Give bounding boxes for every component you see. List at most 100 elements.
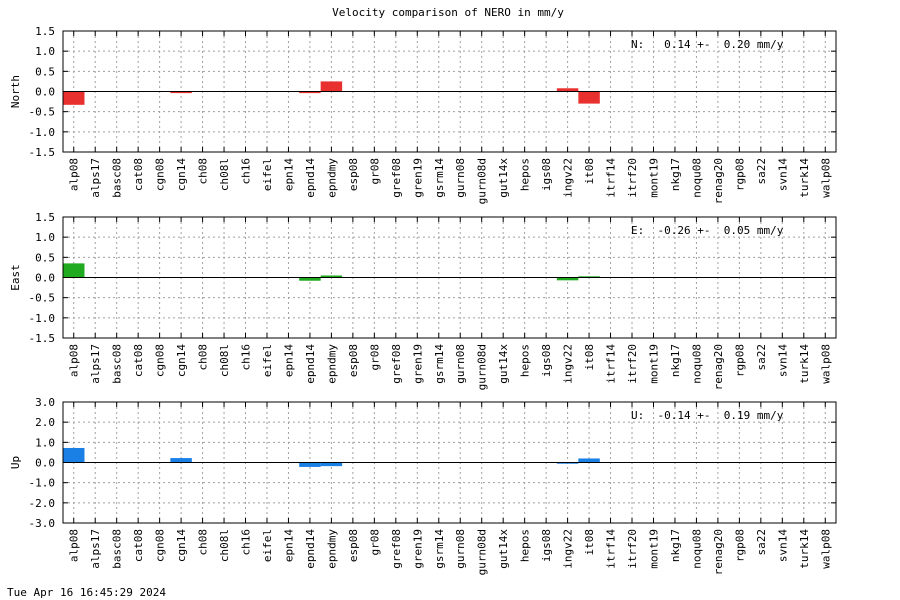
x-tick-label: itrf20 [626,529,639,569]
x-tick-label: epndmy [325,529,338,569]
y-tick-label: -1.5 [29,332,56,345]
x-tick-label: mont19 [647,344,660,384]
y-axis-label: East [9,264,22,291]
x-tick-label: cat08 [132,529,145,562]
x-tick-label: svn14 [776,529,789,562]
x-tick-label: esp08 [347,529,360,562]
plot-frame [62,401,837,524]
y-tick-label: -1.0 [29,126,56,139]
x-tick-label: ingv22 [562,158,575,198]
stats-annotation: U: -0.14 +- 0.19 mm/y [631,409,784,422]
x-tick-label: alps17 [89,529,102,569]
x-tick-label: gsrm14 [433,158,446,198]
y-tick-label: -1.5 [29,146,56,159]
x-tick-label: esp08 [347,344,360,377]
x-tick-label: gren19 [411,158,424,198]
y-tick-label: -0.5 [29,106,56,119]
x-tick-label: itrf14 [605,158,618,198]
chart-panels: -1.5 -1.0 -0.5 0.0 0.5 1.0 1.5 alp08 alps17 basc0… [9,25,837,575]
x-tick-label: ingv22 [562,529,575,569]
x-tick-label: gurn08 [454,344,467,384]
x-tick-label: gut14x [497,529,510,569]
x-tick-label: walp08 [819,344,832,384]
y-tick-label: 1.0 [35,231,55,244]
x-tick-label: cgn14 [175,344,188,377]
x-tick-label: turk14 [798,344,811,384]
bar-ingv22 [556,462,579,464]
stats-annotation: E: -0.26 +- 0.05 mm/y [631,224,784,237]
x-tick-label: eifel [261,344,274,377]
x-tick-label: ch08l [218,344,231,377]
x-tick-label: ch08l [218,158,231,191]
x-tick-label: noqu08 [690,529,703,569]
x-tick-label: alps17 [89,344,102,384]
bar-epnd14 [299,462,321,467]
y-tick-label: 1.0 [35,436,55,449]
x-tick-label: epnd14 [304,529,317,569]
x-tick-label: ch08 [197,529,210,556]
bar-epndmy [320,81,343,92]
x-tick-label: gr08 [368,158,381,185]
y-tick-label: 0.5 [35,251,55,264]
x-tick-label: renag20 [712,158,725,204]
bar-cgn14 [170,91,192,94]
y-tick-label: -1.0 [29,477,56,490]
x-tick-label: gut14x [497,158,510,198]
x-tick-label: gren19 [411,529,424,569]
bar-alp08 [63,263,85,278]
x-tick-label: mont19 [647,158,660,198]
y-tick-label: 1.0 [35,45,55,58]
chart-title: Velocity comparison of NERO in mm/y [332,6,564,19]
plot-frame [62,30,837,153]
x-tick-label: epn14 [282,158,295,191]
x-tick-label: rgp08 [733,344,746,377]
x-tick-label: gurn08d [476,529,489,575]
y-tick-label: -0.5 [29,292,56,305]
x-tick-label: cgn14 [175,529,188,562]
x-tick-label: cgn08 [154,158,167,191]
x-tick-label: gurn08 [454,158,467,198]
x-tick-label: nkg17 [669,529,682,562]
bar-ingv22 [556,88,579,92]
bar-alp08 [63,91,85,105]
x-tick-label: hepos [519,344,532,377]
x-tick-label: sa22 [755,344,768,371]
x-tick-label: itrf14 [605,344,618,384]
x-tick-label: epn14 [282,529,295,562]
x-tick-label: hepos [519,158,532,191]
x-tick-label: ch16 [240,529,253,556]
x-tick-label: ch08l [218,529,231,562]
x-tick-label: it08 [583,344,596,371]
x-tick-label: epn14 [282,344,295,377]
x-tick-label: turk14 [798,529,811,569]
x-tick-label: svn14 [776,158,789,191]
x-tick-label: gren19 [411,344,424,384]
x-tick-label: epndmy [325,344,338,384]
x-tick-label: nkg17 [669,158,682,191]
x-tick-label: sa22 [755,529,768,556]
x-tick-label: noqu08 [690,344,703,384]
y-tick-label: 0.0 [35,457,55,470]
bar-epnd14 [299,91,321,94]
x-tick-label: renag20 [712,529,725,575]
x-tick-label: itrf20 [626,158,639,198]
x-tick-label: ingv22 [562,344,575,384]
y-tick-label: -3.0 [29,517,56,530]
x-tick-label: cgn08 [154,344,167,377]
x-tick-label: gref08 [390,344,403,384]
y-tick-label: -1.0 [29,312,56,325]
x-tick-label: gurn08d [476,158,489,204]
x-tick-label: gsrm14 [433,344,446,384]
bar-cgn14 [170,458,192,463]
y-axis-label: North [9,75,22,108]
x-tick-label: it08 [583,158,596,185]
stats-annotation: N: 0.14 +- 0.20 mm/y [631,38,784,51]
panel-east: -1.5 -1.0 -0.5 0.0 0.5 1.0 1.5 alp08 alps17 basc0… [9,211,837,390]
x-tick-label: alp08 [68,529,81,562]
y-tick-label: 1.5 [35,211,55,224]
x-tick-label: epnd14 [304,158,317,198]
x-tick-label: walp08 [819,158,832,198]
x-tick-label: gref08 [390,158,403,198]
x-tick-label: epndmy [325,158,338,198]
